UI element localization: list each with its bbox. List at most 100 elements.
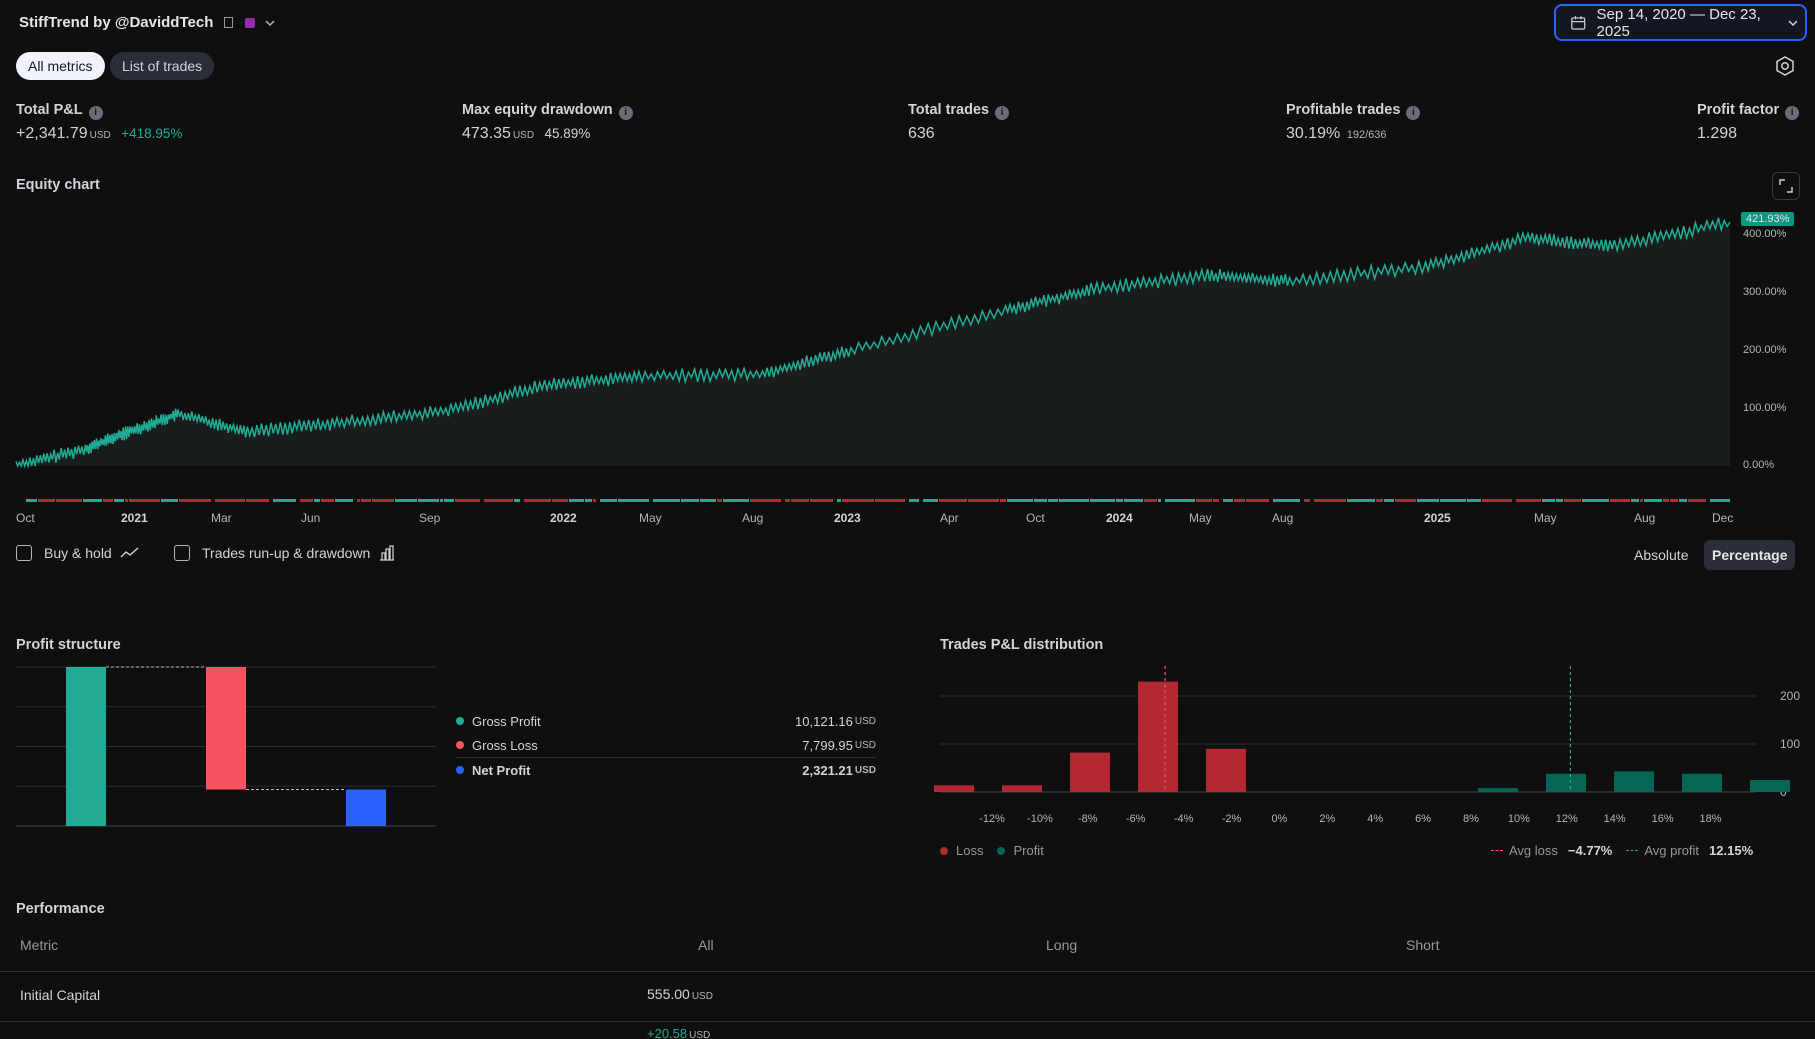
x-tick: 18%: [1699, 813, 1721, 825]
dot-gross-profit: [456, 717, 464, 725]
y-tick: 400.00%: [1743, 228, 1787, 240]
x-tick: 4%: [1367, 813, 1383, 825]
trade-marker: [1273, 499, 1300, 502]
row-all-value: 555.00 USD: [647, 986, 713, 1002]
trade-marker: [125, 499, 128, 502]
strategy-title[interactable]: StiffTrend by @DaviddTech: [19, 14, 275, 31]
ratio-text: 192/636: [1346, 129, 1387, 141]
x-tick: Apr: [940, 511, 959, 525]
trade-marker: [1663, 499, 1669, 502]
col-metric[interactable]: Metric: [20, 937, 59, 953]
trade-marker: [1556, 499, 1563, 502]
trade-marker: [1196, 499, 1212, 502]
divider: [456, 757, 876, 758]
bar-loss: [1002, 785, 1042, 792]
x-tick: Aug: [1272, 511, 1294, 525]
legend-label: Gross Profit: [472, 713, 541, 729]
runup-checkbox[interactable]: [174, 545, 190, 561]
metric-label-text: Total trades: [908, 102, 990, 118]
performance-title: Performance: [16, 901, 105, 917]
buy-hold-label: Buy & hold: [44, 545, 112, 561]
buy-hold-checkbox[interactable]: [16, 545, 32, 561]
trade-marker: [837, 499, 841, 502]
trade-marker: [1688, 499, 1706, 502]
tab-list-of-trades[interactable]: List of trades: [110, 52, 215, 80]
col-short[interactable]: Short: [1406, 937, 1440, 953]
distribution-title: Trades P&L distribution: [940, 637, 1104, 653]
runup-toggle[interactable]: Trades run-up & drawdown: [174, 545, 396, 561]
y-tick: 200: [1780, 689, 1800, 703]
info-icon[interactable]: i: [1785, 106, 1800, 120]
trade-marker: [1144, 499, 1157, 502]
metric-total-pnl-value: +2,341.79 USD +418.95%: [16, 125, 182, 143]
x-tick: 0%: [1271, 813, 1287, 825]
trade-marker: [103, 499, 113, 502]
line-chart-icon: [120, 547, 139, 558]
trade-marker: [723, 499, 749, 502]
table-row: Initial Capital 555.00 USD: [0, 972, 1815, 1021]
bar-gross-profit: [66, 667, 106, 826]
info-icon[interactable]: i: [88, 106, 103, 120]
trade-marker: [1246, 499, 1269, 502]
trade-marker: [1000, 499, 1006, 502]
y-tick: 300.00%: [1743, 286, 1787, 298]
x-tick: 2023: [834, 511, 861, 525]
info-icon[interactable]: i: [1406, 106, 1421, 120]
settings-icon[interactable]: [1773, 54, 1797, 78]
trade-marker: [750, 499, 781, 502]
chevron-down-icon[interactable]: [265, 19, 275, 27]
avg-profit-value: 12.15%: [1709, 843, 1754, 858]
x-tick: Jun: [301, 511, 321, 525]
metric-profitable-value: 30.19% 192/636: [1286, 125, 1386, 143]
unit-text: USD: [691, 991, 713, 1002]
tab-all-metrics[interactable]: All metrics: [16, 52, 105, 80]
distribution-chart: 0100200-12%-10%-8%-6%-4%-2%0%2%4%6%8%10%…: [934, 666, 1800, 825]
trade-marker: [300, 499, 313, 502]
trade-marker: [968, 499, 999, 502]
equity-line: [15, 217, 1731, 469]
trade-marker: [455, 499, 480, 502]
metric-total-trades-value: 636: [908, 125, 935, 142]
col-all[interactable]: All: [698, 937, 714, 953]
trade-marker: [842, 499, 874, 502]
x-tick: 10%: [1508, 813, 1530, 825]
trade-marker: [1034, 499, 1047, 502]
fullscreen-button[interactable]: [1772, 172, 1800, 200]
bar-profit: [1478, 788, 1518, 792]
trade-marker: [1542, 499, 1555, 502]
x-tick: Mar: [211, 511, 232, 525]
absolute-toggle[interactable]: Absolute: [1634, 547, 1689, 563]
trade-marker: [1213, 499, 1219, 502]
percentage-toggle[interactable]: Percentage: [1704, 540, 1796, 570]
metric-drawdown-label: Max equity drawdown i: [462, 102, 633, 120]
x-tick: 2025: [1424, 511, 1451, 525]
x-tick: May: [1189, 511, 1212, 525]
value-text: 473.35: [462, 125, 511, 142]
trade-marker: [909, 499, 919, 502]
profit-structure-legend: Gross Profit 10,121.16 USD Gross Loss 7,7…: [456, 710, 876, 781]
trade-marker: [179, 499, 211, 502]
equity-chart[interactable]: [0, 200, 1815, 530]
buy-hold-toggle[interactable]: Buy & hold: [16, 545, 140, 561]
legend-value: 7,799.95: [802, 737, 853, 753]
bar-profit: [1614, 771, 1654, 792]
copy-icon[interactable]: [223, 17, 233, 28]
trade-marker: [1007, 499, 1033, 502]
trade-marker: [1644, 499, 1662, 502]
col-long[interactable]: Long: [1046, 937, 1078, 953]
trade-marker: [38, 499, 55, 502]
trade-marker: [1564, 499, 1581, 502]
info-icon[interactable]: i: [995, 106, 1010, 120]
info-icon[interactable]: i: [618, 106, 633, 120]
x-tick: 2022: [550, 511, 577, 525]
trade-marker: [569, 499, 584, 502]
chevron-down-icon: [1788, 19, 1798, 26]
date-range-button[interactable]: Sep 14, 2020 — Dec 23, 2025: [1554, 4, 1807, 41]
avg-profit-label: Avg profit: [1644, 843, 1700, 858]
trade-marker: [26, 499, 37, 502]
trade-marker: [1631, 499, 1639, 502]
x-tick: Aug: [742, 511, 764, 525]
trade-marker: [939, 499, 967, 502]
x-tick: Oct: [1026, 511, 1045, 525]
metric-total-pnl-label: Total P&L i: [16, 102, 103, 120]
